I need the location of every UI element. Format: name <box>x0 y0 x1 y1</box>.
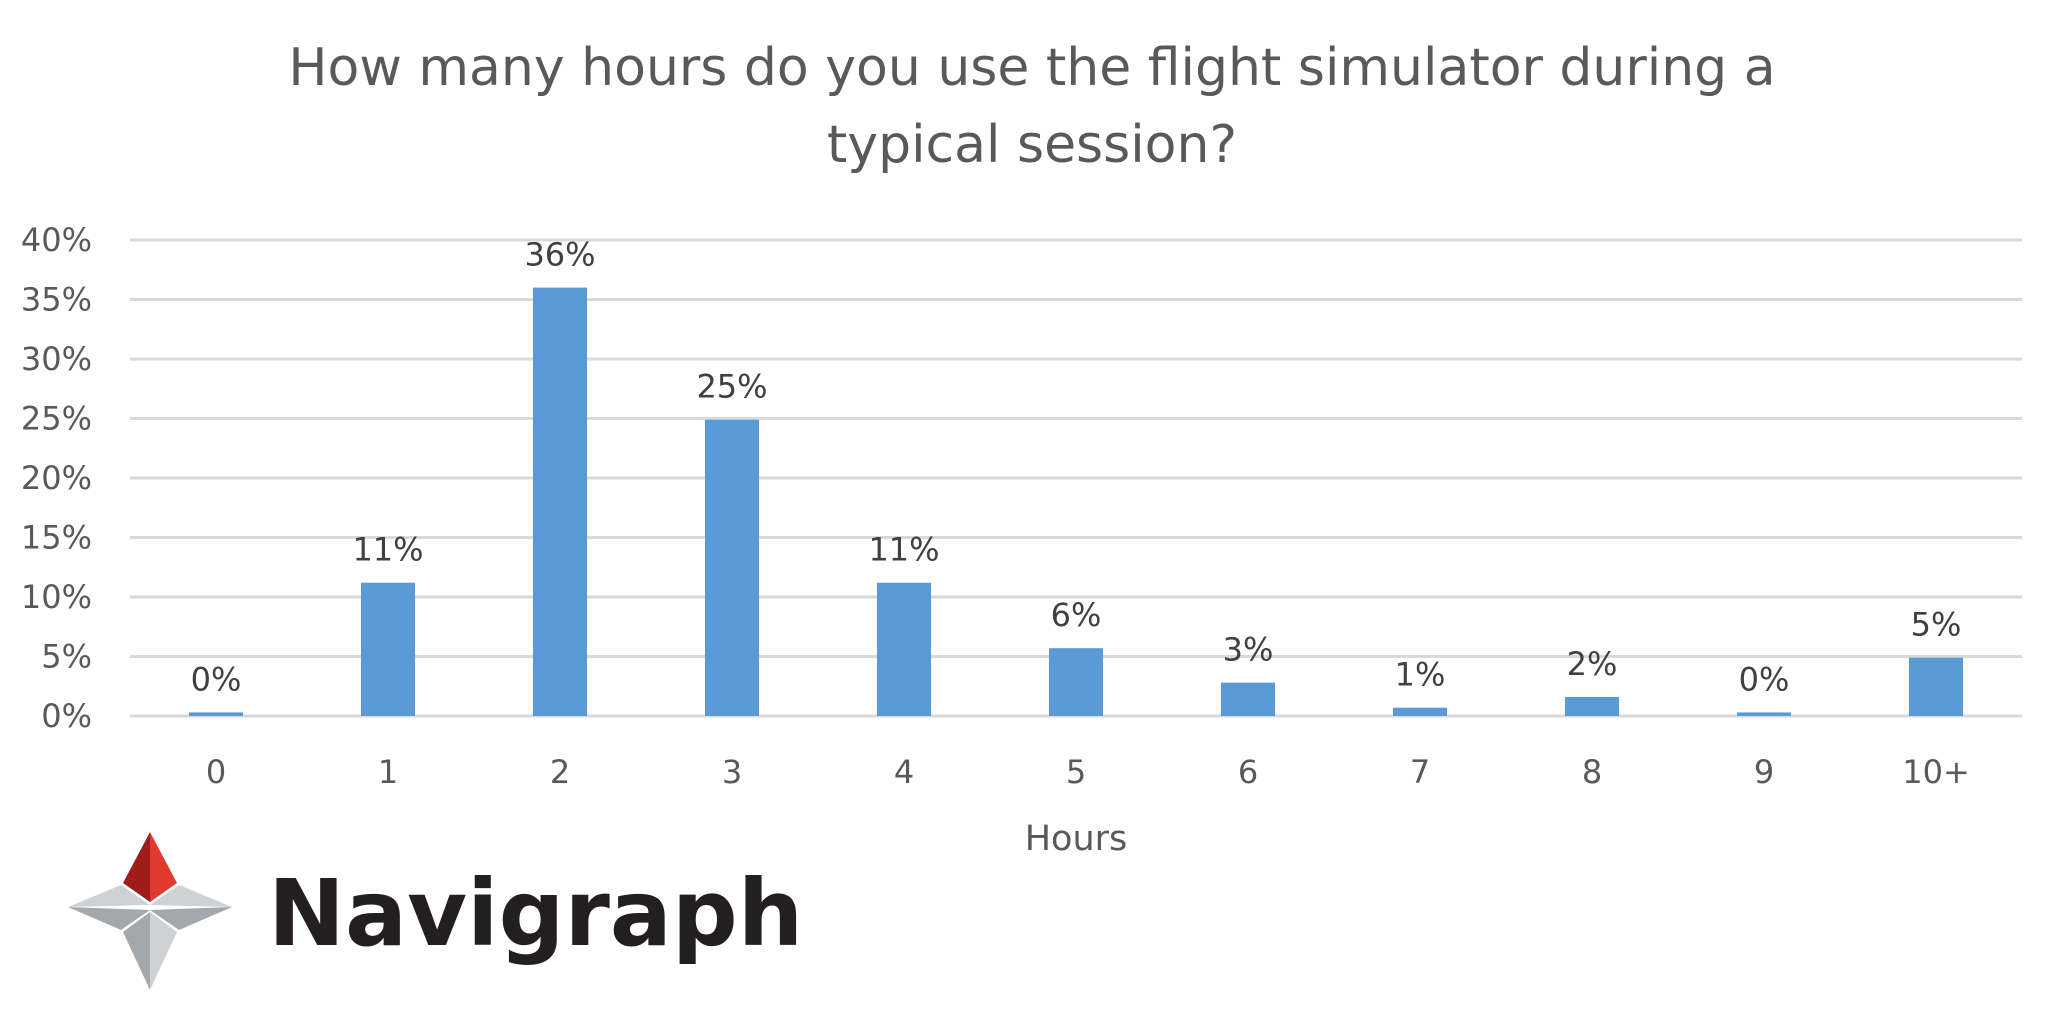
x-axis-title: Hours <box>1025 819 1128 859</box>
data-label: 11% <box>352 531 423 569</box>
y-tick-label: 20% <box>21 459 92 497</box>
y-axis-tick-labels: 0% 5% 10% 15% 20% 25% 30% 35% 40% <box>21 221 92 735</box>
y-tick-label: 30% <box>21 340 92 378</box>
y-tick-label: 25% <box>21 400 92 438</box>
data-label: 0% <box>191 660 242 698</box>
y-tick-label: 0% <box>41 697 92 735</box>
data-label: 25% <box>696 368 767 406</box>
data-label: 6% <box>1051 596 1102 634</box>
data-label: 11% <box>868 531 939 569</box>
x-tick-label: 7 <box>1410 753 1430 791</box>
y-tick-label: 5% <box>41 638 92 676</box>
x-tick-label: 8 <box>1582 753 1602 791</box>
x-tick-label: 4 <box>894 753 914 791</box>
data-label: 36% <box>524 236 595 274</box>
y-tick-label: 15% <box>21 519 92 557</box>
data-label: 0% <box>1739 660 1790 698</box>
bar <box>1737 712 1791 716</box>
chart-title-line-1: How many hours do you use the flight sim… <box>288 38 1775 98</box>
gridlines <box>130 238 2022 718</box>
x-tick-label: 0 <box>206 753 226 791</box>
data-label: 2% <box>1567 645 1618 683</box>
bar <box>1221 682 1275 716</box>
x-tick-label: 1 <box>378 753 398 791</box>
x-tick-label: 9 <box>1754 753 1774 791</box>
bar <box>705 419 759 716</box>
chart-title-line-2: typical session? <box>827 115 1237 175</box>
compass-star-icon <box>68 832 232 990</box>
bar <box>1565 696 1619 716</box>
logo-wordmark: Navigraph <box>268 860 803 967</box>
data-labels: 0% 11% 36% 25% 11% 6% 3% 1% 2% 0% 5% <box>191 236 1962 699</box>
x-tick-label: 3 <box>722 753 742 791</box>
data-label: 3% <box>1223 631 1274 669</box>
x-tick-label: 2 <box>550 753 570 791</box>
y-tick-label: 10% <box>21 578 92 616</box>
y-tick-label: 35% <box>21 281 92 319</box>
y-tick-label: 40% <box>21 221 92 259</box>
bar <box>533 287 587 716</box>
data-label: 1% <box>1395 656 1446 694</box>
bar <box>361 582 415 716</box>
bar <box>877 582 931 716</box>
data-label: 5% <box>1911 606 1962 644</box>
x-tick-label: 6 <box>1238 753 1258 791</box>
navigraph-logo: Navigraph <box>68 832 803 990</box>
x-tick-label: 10+ <box>1902 753 1970 791</box>
x-axis-tick-labels: 0 1 2 3 4 5 6 7 8 9 10+ <box>206 753 1970 791</box>
chart-title: How many hours do you use the flight sim… <box>288 38 1775 175</box>
bars <box>189 287 1963 716</box>
bar <box>1049 648 1103 716</box>
x-tick-label: 5 <box>1066 753 1086 791</box>
bar <box>1909 657 1963 716</box>
bar <box>1393 707 1447 716</box>
bar <box>189 712 243 716</box>
